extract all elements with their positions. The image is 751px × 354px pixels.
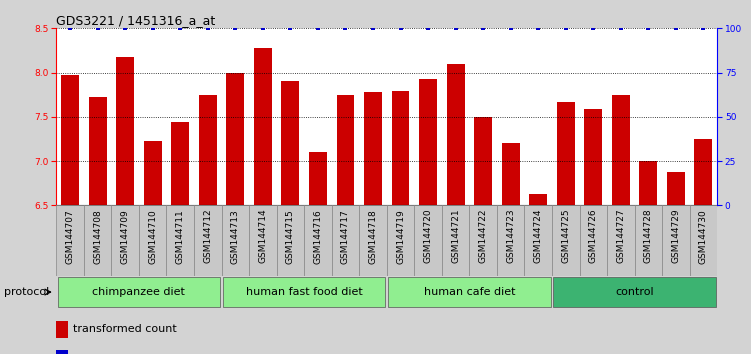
Bar [415,205,442,276]
Bar [309,152,327,205]
Bar [695,139,713,205]
Bar [56,321,68,338]
Bar [553,278,716,307]
Bar [282,81,300,205]
Bar [222,205,249,276]
Bar [139,205,167,276]
Text: GSM144729: GSM144729 [671,209,680,263]
Bar [276,205,304,276]
Text: GSM144722: GSM144722 [478,209,487,263]
Text: GSM144716: GSM144716 [313,209,322,264]
Bar [391,91,409,205]
Bar [469,205,497,276]
Bar [143,141,161,205]
Bar [502,143,520,205]
Bar [58,278,220,307]
Text: GDS3221 / 1451316_a_at: GDS3221 / 1451316_a_at [56,14,216,27]
Bar [662,205,689,276]
Text: GSM144727: GSM144727 [617,209,626,263]
Text: GSM144709: GSM144709 [121,209,130,264]
Text: GSM144714: GSM144714 [258,209,267,263]
Bar [84,205,111,276]
Bar [194,205,222,276]
Bar [336,95,354,205]
Bar [304,205,332,276]
Text: GSM144717: GSM144717 [341,209,350,264]
Bar [442,205,469,276]
Text: protocol: protocol [4,287,49,297]
Text: GSM144707: GSM144707 [65,209,74,264]
Bar [223,278,385,307]
Bar [56,350,68,354]
Bar [332,205,359,276]
Bar [388,278,550,307]
Text: GSM144711: GSM144711 [176,209,185,264]
Text: GSM144721: GSM144721 [451,209,460,263]
Bar [552,205,580,276]
Bar [689,205,717,276]
Text: human cafe diet: human cafe diet [424,287,515,297]
Bar [612,95,630,205]
Bar [556,102,575,205]
Bar [226,73,244,205]
Text: GSM144712: GSM144712 [204,209,213,263]
Bar [61,75,79,205]
Text: GSM144728: GSM144728 [644,209,653,263]
Bar [249,205,276,276]
Text: GSM144719: GSM144719 [396,209,405,264]
Bar [667,172,685,205]
Bar [199,95,217,205]
Bar [635,205,662,276]
Text: GSM144720: GSM144720 [424,209,433,263]
Bar [524,205,552,276]
Text: GSM144715: GSM144715 [286,209,295,264]
Bar [474,117,492,205]
Bar [580,205,607,276]
Text: GSM144724: GSM144724 [534,209,543,263]
Text: human fast food diet: human fast food diet [246,287,363,297]
Bar [364,92,382,205]
Bar [89,97,107,205]
Text: chimpanzee diet: chimpanzee diet [92,287,185,297]
Bar [497,205,524,276]
Bar [111,205,139,276]
Bar [584,109,602,205]
Bar [56,205,84,276]
Text: GSM144713: GSM144713 [231,209,240,264]
Bar [116,57,134,205]
Text: GSM144718: GSM144718 [369,209,378,264]
Bar [171,122,189,205]
Bar [419,79,437,205]
Bar [254,48,272,205]
Text: transformed count: transformed count [73,324,176,334]
Bar [529,194,547,205]
Text: GSM144723: GSM144723 [506,209,515,263]
Bar [167,205,194,276]
Bar [639,161,657,205]
Text: GSM144730: GSM144730 [699,209,708,264]
Text: GSM144708: GSM144708 [93,209,102,264]
Text: GSM144725: GSM144725 [561,209,570,263]
Text: GSM144726: GSM144726 [589,209,598,263]
Bar [447,64,465,205]
Bar [359,205,387,276]
Text: control: control [615,287,654,297]
Text: GSM144710: GSM144710 [148,209,157,264]
Bar [387,205,415,276]
Bar [607,205,635,276]
